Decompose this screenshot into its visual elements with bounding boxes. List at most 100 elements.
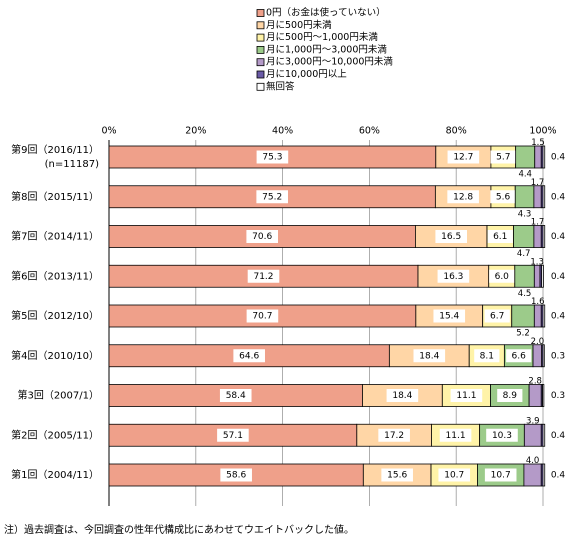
category-label: 第6回（2013/11） <box>11 269 99 282</box>
x-tick-label: 100% <box>529 126 556 137</box>
data-label-box <box>413 349 446 363</box>
data-label-box <box>220 468 252 482</box>
legend-swatch <box>256 70 265 79</box>
category-label: 第2回（2005/11） <box>11 428 99 441</box>
x-tick-label: 0% <box>101 126 116 137</box>
data-label: 2.8 <box>528 377 542 387</box>
bar-segment <box>532 344 543 368</box>
bar-segment <box>542 463 546 487</box>
data-label-box <box>447 190 479 204</box>
data-label: 8.9 <box>503 391 518 401</box>
bar-segment <box>542 423 546 447</box>
data-label-box <box>433 309 466 323</box>
data-label: 3.9 <box>526 416 540 426</box>
legend-label: 月に1,000円～3,000円未満 <box>266 43 387 55</box>
bar-segment <box>514 185 535 209</box>
data-label: 5.7 <box>496 153 510 163</box>
data-label-box <box>487 230 513 243</box>
bar-segment <box>541 264 544 288</box>
bar-segment <box>515 145 536 169</box>
data-label: 0.3 <box>551 391 565 401</box>
data-label: 10.3 <box>492 431 512 441</box>
data-label: 16.5 <box>441 232 461 242</box>
data-label: 18.4 <box>392 391 412 401</box>
data-label: 11.1 <box>446 431 466 441</box>
data-label: 11.1 <box>456 391 476 401</box>
data-label: 1.6 <box>531 297 545 307</box>
bar-segment <box>542 344 545 368</box>
data-label: 0.4 <box>551 232 566 242</box>
data-label: 57.1 <box>223 431 243 441</box>
data-label-box <box>435 230 468 243</box>
data-label: 12.7 <box>453 153 473 163</box>
data-label: 1.3 <box>530 257 544 267</box>
bar-segment <box>528 384 542 407</box>
data-label-box <box>439 428 472 442</box>
data-label: 15.6 <box>387 471 407 481</box>
category-label: 第9回（2016/11） <box>11 143 99 156</box>
data-label-box <box>484 468 517 482</box>
bar-segment <box>534 145 542 169</box>
data-label: 71.2 <box>253 272 273 282</box>
data-label: 6.0 <box>495 272 510 282</box>
data-label: 4.5 <box>518 289 532 299</box>
legend-swatch <box>256 58 265 67</box>
legend-label: 無回答 <box>266 80 295 92</box>
data-label-box <box>256 150 289 164</box>
legend-label: 月に3,000円～10,000円未満 <box>266 56 393 68</box>
data-label: 4.7 <box>517 249 531 259</box>
bar-segment <box>542 185 546 209</box>
legend-swatch <box>256 33 265 42</box>
data-label: 12.8 <box>453 192 473 202</box>
data-label: 1.7 <box>531 218 545 228</box>
bar-segment <box>523 463 542 487</box>
category-label: 第8回（2015/11） <box>11 190 99 203</box>
data-label-box <box>447 150 480 164</box>
data-label-box <box>490 190 516 204</box>
data-label: 70.6 <box>252 232 272 242</box>
data-label: 10.7 <box>491 471 511 481</box>
bar-segment <box>542 384 545 407</box>
bar-segment <box>533 264 541 288</box>
data-label: 0.4 <box>551 272 566 282</box>
data-label: 16.3 <box>443 272 463 282</box>
data-label-box <box>217 428 249 442</box>
x-tick-label: 40% <box>272 126 293 137</box>
data-label: 4.4 <box>518 170 532 180</box>
category-label: 第1回（2004/11） <box>11 468 99 481</box>
data-label: 6.7 <box>490 312 504 322</box>
data-label: 6.6 <box>512 351 527 361</box>
data-label-box <box>246 230 279 243</box>
data-label: 1.5 <box>531 138 545 148</box>
bar-segment <box>533 304 542 328</box>
legend-swatch <box>256 46 265 54</box>
footnote: 注）過去調査は、今回調査の性年代構成比にあわせてウエイトバックした値。 <box>4 525 354 536</box>
data-label-box <box>438 468 471 482</box>
bar-segment <box>542 145 546 169</box>
data-label: 10.7 <box>444 471 464 481</box>
data-label-box <box>474 349 500 363</box>
category-label: 第3回（2007/1） <box>17 389 99 402</box>
data-label: 4.3 <box>518 209 532 219</box>
data-label: 0.3 <box>551 351 565 361</box>
data-label: 1.7 <box>531 178 545 188</box>
bar-segment <box>542 304 546 328</box>
data-label-box <box>381 468 413 482</box>
data-label-box <box>486 428 518 442</box>
data-label: 4.0 <box>526 456 540 466</box>
data-label-box <box>233 349 265 363</box>
data-label: 5.6 <box>496 192 511 202</box>
data-label-box <box>497 389 523 402</box>
legend-label: 0円（お金は使っていない） <box>266 7 386 19</box>
bar-segment <box>514 264 535 288</box>
data-label-box <box>490 150 516 164</box>
legend-swatch <box>256 21 265 30</box>
data-label-box <box>256 190 288 204</box>
data-label: 5.2 <box>516 329 530 339</box>
bar-segment <box>513 225 535 248</box>
x-tick-label: 80% <box>446 126 467 137</box>
data-label-box <box>247 269 280 283</box>
data-label: 75.2 <box>262 192 282 202</box>
category-label: 第4回（2010/10） <box>11 349 99 362</box>
legend-swatch <box>256 82 265 91</box>
